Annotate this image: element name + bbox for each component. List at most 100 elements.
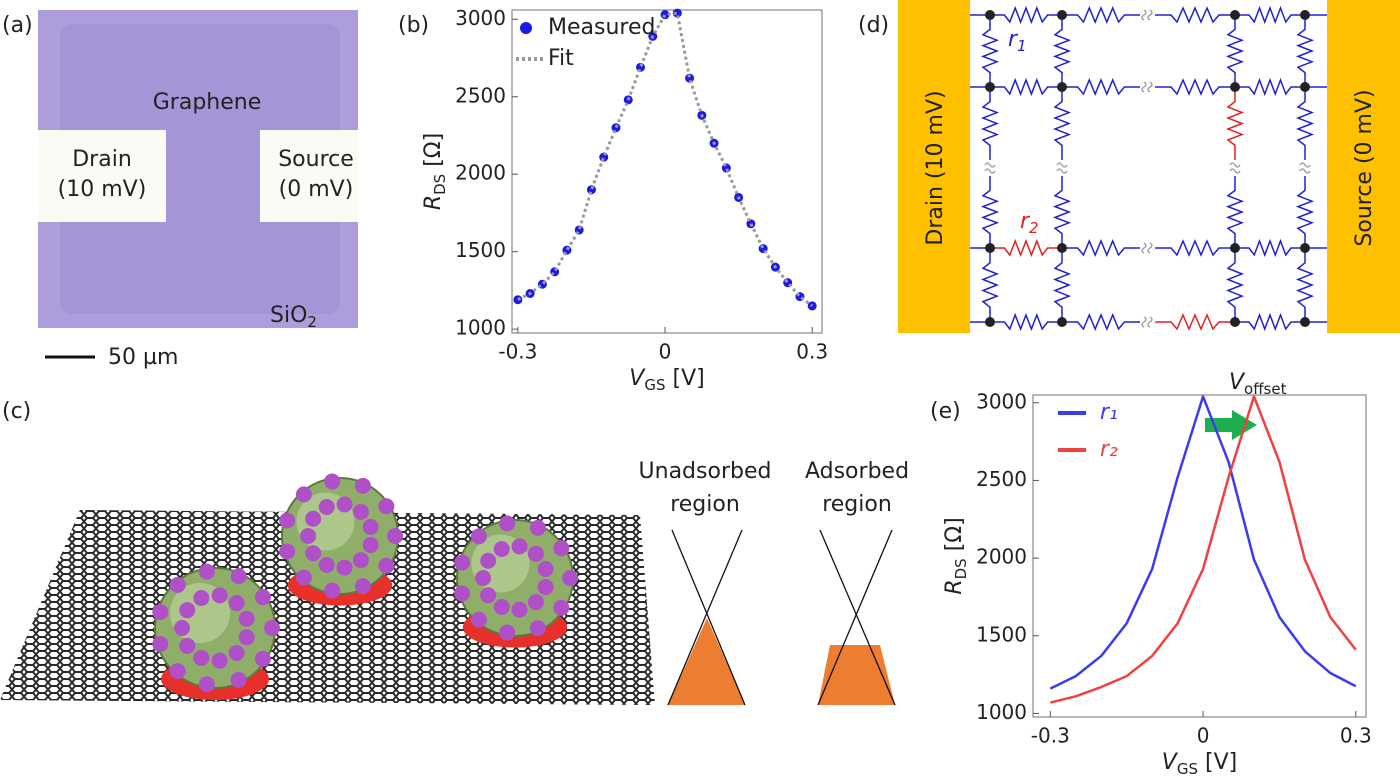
resistor [1235,5,1305,25]
viruses [152,473,579,700]
node [1230,10,1240,20]
spike [318,498,335,515]
x-tick-label: 0 [1197,724,1210,748]
spike [354,477,371,494]
spike [493,599,510,616]
spike [553,540,570,557]
spike [352,503,369,520]
resistor [1235,238,1305,258]
label: [Ω] [421,133,446,174]
electrode-label: Source (0 mV) [1352,89,1377,246]
axis-label: VGS [V] [629,366,704,394]
spike [295,486,312,503]
spike [527,545,544,562]
subscript: DS [431,174,449,195]
spike [238,610,255,627]
spike [511,601,528,618]
resistor-label: r1 [1008,27,1027,55]
gap-symbol [1299,168,1311,174]
y-tick-label: 1500 [976,622,1027,646]
spike [529,519,546,536]
label: [V] [1198,750,1237,775]
panel-label: (b) [398,13,429,38]
node [1230,243,1240,253]
spike [179,602,196,619]
x-tick-label: -0.3 [498,340,537,364]
subscript: offset [1244,380,1287,398]
x-tick-label: 0.3 [1340,724,1372,748]
source-pad [260,130,358,222]
gap-symbol [1141,81,1147,93]
spike [174,620,190,636]
gap-symbol [1147,316,1153,328]
spike [362,536,379,553]
plot-frame [511,9,823,334]
y-tick-label: 2000 [455,161,506,185]
plot-frame [1032,394,1367,718]
resistor-network [970,5,1327,332]
spike [179,637,196,654]
label: R [942,579,967,594]
resistor [1295,248,1315,322]
shift-arrow [1205,410,1257,440]
resistor [1225,176,1245,248]
spike [152,636,169,653]
spike [169,576,186,593]
resistor [1155,313,1235,331]
resistor [1225,15,1245,87]
gap-symbol [1147,242,1153,254]
node [1230,82,1240,92]
spike [480,587,497,604]
gap-symbol [1141,242,1147,254]
label: Graphene [153,90,262,115]
spike [279,543,296,560]
resistor [1295,15,1315,87]
node [985,10,995,20]
node [1230,317,1240,327]
resistor [1155,239,1235,257]
resistor [1052,176,1072,248]
gap-symbol [1299,162,1311,168]
label: SiO [270,303,307,328]
spike [480,552,497,569]
label: (10 mV) [58,177,147,202]
y-tick-label: 2000 [976,545,1027,569]
legend-swatch [520,22,532,34]
spike [305,545,322,562]
resistor [1062,6,1140,24]
resistor [990,238,1062,258]
node [1057,243,1067,253]
spike [454,554,471,571]
label: region [670,492,740,517]
subscript: GS [644,376,665,394]
gap-symbol [1056,168,1068,174]
label: Source [278,147,354,172]
node [1057,317,1067,327]
legend-label: r₁ [1100,400,1118,425]
gap-symbol [1147,9,1153,21]
x-tick-label: 0.3 [796,340,828,364]
label: SiO2 [270,303,317,331]
spike [527,594,544,611]
dirac-cone [667,529,743,706]
gap-symbol [984,162,996,168]
panel-label: (e) [930,399,961,424]
node [1300,10,1310,20]
resistor [1062,239,1140,257]
node [985,317,995,327]
resistor [1235,77,1305,97]
spike [378,498,395,515]
spike [193,589,210,606]
resistor [990,312,1062,332]
resistor [1295,176,1315,248]
label: [V] [666,366,705,391]
resistor [980,248,1000,322]
spike [198,676,215,693]
y-tick-label: 2500 [976,467,1027,491]
axis-label: Voffset [1229,370,1287,398]
label: V [1229,370,1246,395]
spike [562,570,579,586]
graphene-area [60,24,340,314]
spike [454,585,471,602]
